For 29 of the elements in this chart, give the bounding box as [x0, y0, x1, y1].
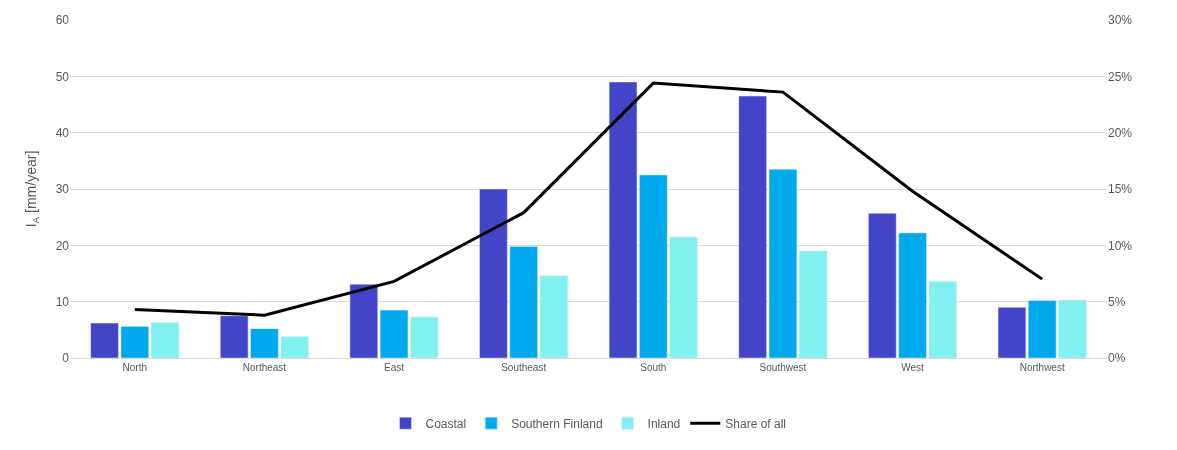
x-tick-label: West: [901, 362, 925, 373]
y-tick-label: 20: [55, 238, 70, 253]
legend-label: Share of all: [725, 416, 786, 431]
y2-tick-label: 5%: [1108, 294, 1126, 309]
y2-tick-label: 15%: [1108, 182, 1133, 197]
y-tick-label: 30: [55, 182, 70, 197]
x-tick-label: South: [640, 362, 667, 373]
y-tick-label: 60: [55, 13, 70, 28]
y2-tick-label: 10%: [1108, 238, 1133, 253]
x-tick-label: Southeast: [501, 362, 547, 373]
y2-tick-label: 20%: [1108, 125, 1133, 140]
bar: [150, 322, 180, 358]
y-tick-label: 0: [62, 351, 70, 366]
x-tick-label: North: [122, 362, 148, 373]
x-tick-label: East: [384, 362, 405, 373]
y-tick-label: 40: [55, 125, 70, 140]
legend-label: Southern Finland: [511, 416, 603, 431]
y2-tick-label: 25%: [1108, 69, 1133, 84]
y-tick-label: 50: [55, 69, 70, 84]
y-tick-label: 10: [55, 294, 70, 309]
x-tick-label: Southwest: [759, 362, 807, 373]
line-series: [133, 81, 1044, 317]
y2-tick-label: 30%: [1108, 13, 1133, 28]
x-tick-label: Northwest: [1019, 362, 1065, 373]
legend-label: Coastal: [425, 416, 467, 431]
bar: [349, 283, 378, 358]
x-tick-label: Northeast: [242, 362, 287, 373]
y2-tick-label: 0%: [1108, 351, 1126, 366]
legend-label: Inland: [647, 416, 681, 431]
